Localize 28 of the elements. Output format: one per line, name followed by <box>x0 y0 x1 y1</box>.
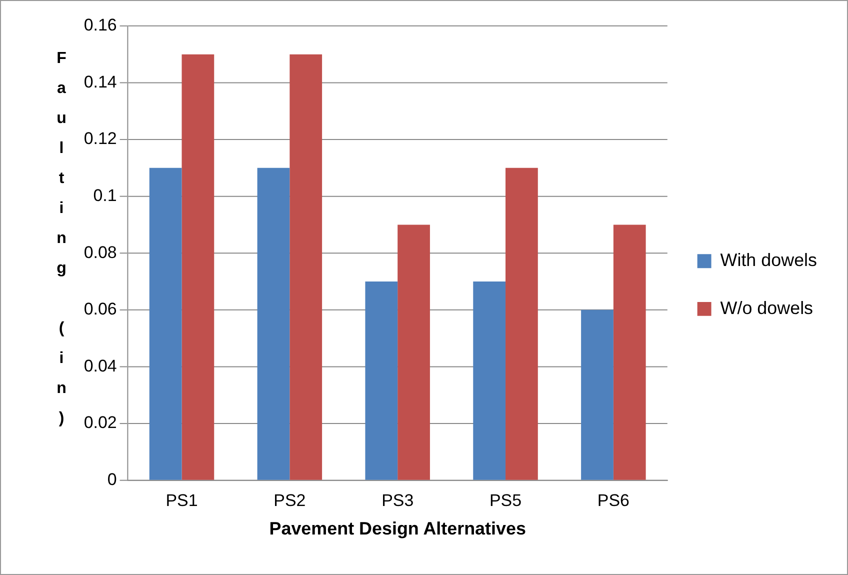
x-tick-label: PS1 <box>166 491 198 510</box>
bar <box>398 224 430 480</box>
x-tick-label: PS5 <box>489 491 522 510</box>
legend-label: W/o dowels <box>720 298 814 318</box>
bar <box>365 282 398 480</box>
x-tick-label: PS2 <box>274 491 306 510</box>
y-tick-label: 0.1 <box>93 186 117 205</box>
bar <box>613 224 646 480</box>
bar <box>290 54 322 480</box>
bar <box>182 54 214 480</box>
y-tick-label: 0.04 <box>84 356 117 376</box>
y-tick-label: 0.12 <box>84 129 117 148</box>
y-tick-label: 0.08 <box>84 242 117 262</box>
bar <box>473 282 506 480</box>
y-tick-label: 0.14 <box>84 72 117 92</box>
bar <box>581 310 614 480</box>
bar <box>506 168 538 480</box>
x-axis-title: Pavement Design Alternatives <box>269 518 526 538</box>
y-tick-label: 0 <box>107 470 117 489</box>
bar <box>257 168 290 480</box>
y-axis-title: Faulting (in) <box>52 50 70 442</box>
y-tick-label: 0.16 <box>84 16 117 35</box>
x-tick-label: PS6 <box>597 491 630 510</box>
legend-label: With dowels <box>720 250 818 270</box>
y-tick-label: 0.02 <box>84 413 117 432</box>
bar <box>149 168 182 480</box>
x-tick-label: PS3 <box>382 491 414 510</box>
y-tick-label: 0.06 <box>84 300 117 319</box>
